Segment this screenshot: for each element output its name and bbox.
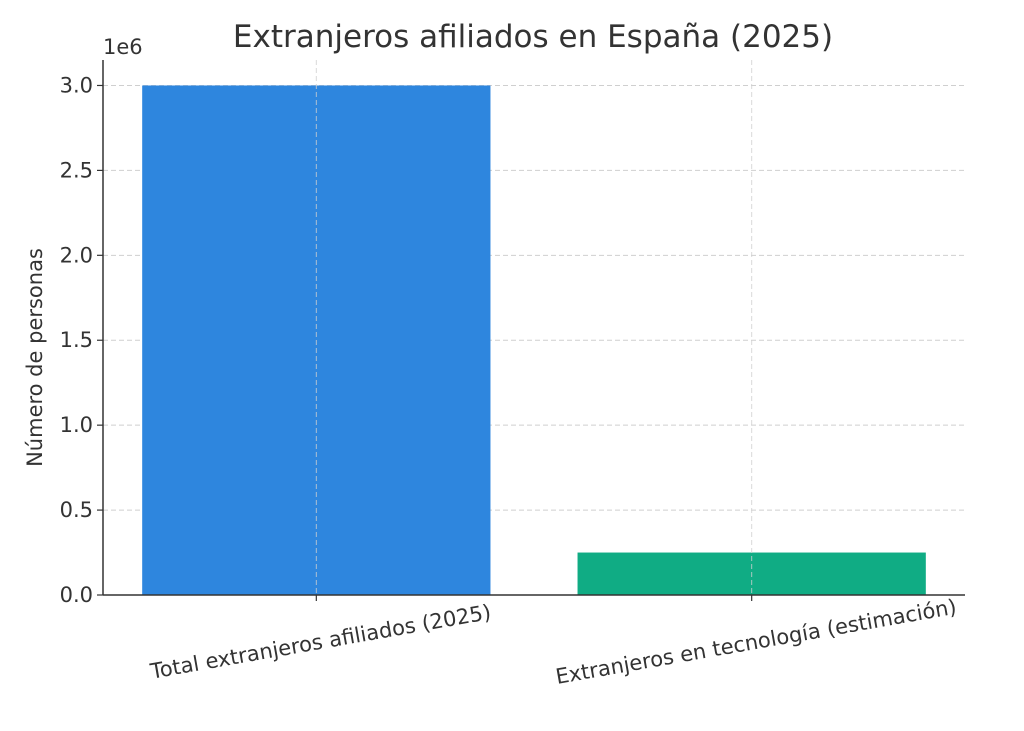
y-tick-label: 3.0 bbox=[60, 73, 93, 97]
y-tick-label: 2.0 bbox=[60, 243, 93, 267]
y-axis-label: Número de personas bbox=[23, 248, 47, 467]
y-tick-label: 0.0 bbox=[60, 583, 93, 607]
y-ticks: 0.0 0.5 1.0 1.5 2.0 2.5 3.0 bbox=[60, 73, 103, 607]
x-ticks: Total extranjeros afiliados (2025) Extran… bbox=[148, 595, 959, 689]
y-tick-label: 1.0 bbox=[60, 413, 93, 437]
y-tick-label: 2.5 bbox=[60, 158, 93, 182]
y-tick-label: 0.5 bbox=[60, 498, 93, 522]
y-tick-label: 1.5 bbox=[60, 328, 93, 352]
vertical-grid bbox=[315, 60, 753, 595]
axes bbox=[102, 60, 965, 596]
x-tick-label: Total extranjeros afiliados (2025) bbox=[148, 600, 493, 684]
y-axis-offset-label: 1e6 bbox=[103, 35, 143, 59]
x-tick-label: Extranjeros en tecnología (estimación) bbox=[554, 595, 958, 689]
chart-title: Extranjeros afiliados en España (2025) bbox=[233, 19, 833, 55]
